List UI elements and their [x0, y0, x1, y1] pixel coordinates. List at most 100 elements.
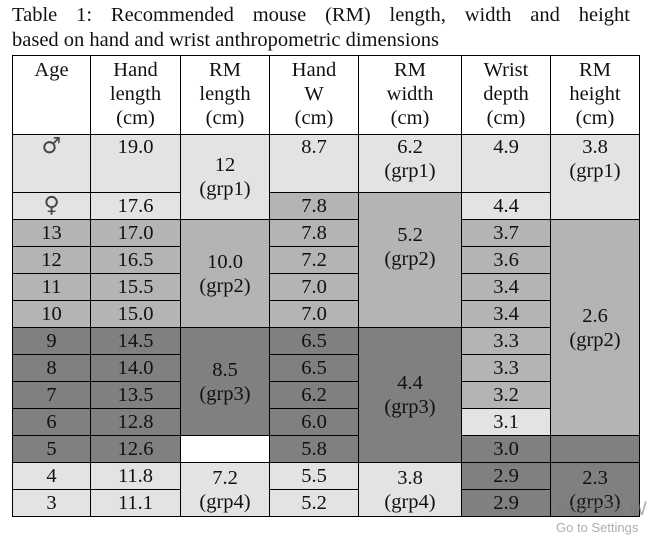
male-symbol-icon: ♂ — [41, 134, 62, 159]
caption-line-2: based on hand and wrist anthropometric d… — [12, 29, 439, 51]
caption-line-1: Table 1: Recommended mouse (RM) length, … — [12, 4, 630, 26]
rm-width-group: (grp4) — [384, 490, 436, 513]
rm-height-group: (grp3) — [569, 490, 621, 513]
wrist-depth-cell: 3.3 — [461, 354, 551, 382]
hand-w-cell: 6.0 — [269, 408, 359, 436]
rm-height-value: 2.3 — [582, 466, 608, 489]
rm-length-grp4-cell: 7.2 (grp4) — [180, 462, 270, 517]
table-row: 4 11.8 7.2 (grp4) 5.5 3.8 (grp4) 2.9 2.3… — [12, 462, 640, 517]
header-wrist-depth: Wrist depth (cm) — [461, 55, 551, 135]
age-cell: 10 — [12, 300, 91, 328]
recommended-mouse-table: Age Hand length (cm) RM length (cm) Hand… — [12, 55, 640, 517]
hand-w-cell: 7.0 — [269, 273, 359, 301]
rm-width-grp3-cell: 4.4 (grp3) — [358, 327, 462, 463]
hand-length-cell: 11.1 — [90, 489, 181, 517]
hand-length-cell: 14.5 — [90, 327, 181, 355]
header-line: Wrist — [483, 59, 529, 81]
header-line: width — [386, 83, 434, 105]
header-line: length — [199, 83, 251, 105]
hand-w-cell: 8.7 — [269, 134, 359, 193]
age-cell: 7 — [12, 381, 91, 409]
table-row: 11 15.5 7.0 3.4 — [12, 273, 640, 301]
rm-width-group: (grp3) — [384, 396, 436, 418]
header-hand-length: Hand length (cm) — [90, 55, 181, 135]
header-line: Hand — [291, 59, 337, 81]
rm-length-group: (grp2) — [199, 274, 251, 297]
header-line: (cm) — [294, 107, 334, 129]
age-cell: 13 — [12, 219, 91, 247]
hand-length-cell: 15.5 — [90, 273, 181, 301]
header-hand-w: Hand W (cm) — [269, 55, 359, 135]
header-line: (cm) — [486, 107, 526, 129]
rm-height-group: (grp2) — [569, 328, 621, 351]
table-row: 13 17.0 10.0 (grp2) 7.8 3.7 2.6 (grp2) — [12, 219, 640, 436]
hand-w-cell: 7.8 — [269, 219, 359, 247]
female-symbol-icon: ♀ — [43, 193, 60, 218]
age-cell: 12 — [12, 246, 91, 274]
wrist-depth-cell: 3.7 — [461, 219, 551, 247]
wrist-depth-cell: 3.1 — [461, 408, 551, 436]
hand-length-cell: 16.5 — [90, 246, 181, 274]
header-line: RM — [209, 59, 241, 81]
header-row: Age Hand length (cm) RM length (cm) Hand… — [12, 55, 640, 135]
hand-w-cell: 6.2 — [269, 381, 359, 409]
rm-length-empty-cell — [180, 435, 270, 463]
rm-height-empty-cell — [550, 435, 640, 463]
rm-width-group: (grp1) — [384, 160, 436, 182]
rm-width-value: 5.2 — [397, 224, 423, 246]
wrist-depth-cell: 4.4 — [461, 192, 551, 220]
wrist-depth-cell: 2.9 — [461, 462, 551, 490]
rm-length-group: (grp4) — [199, 490, 251, 513]
table-row: 5 12.6 5.8 3.0 — [12, 435, 640, 463]
hand-w-cell: 7.0 — [269, 300, 359, 328]
hand-w-cell: 5.8 — [269, 435, 359, 463]
header-line: length — [109, 83, 162, 105]
hand-length-cell: 19.0 — [90, 134, 181, 193]
age-cell: 5 — [12, 435, 91, 463]
hand-w-cell: 6.5 — [269, 354, 359, 382]
rm-width-value: 3.8 — [397, 466, 423, 489]
table-row: ♀ 17.6 7.8 5.2 (grp2) 4.4 — [12, 192, 640, 328]
wrist-depth-cell: 3.0 — [461, 435, 551, 463]
table-row: 10 15.0 7.0 3.4 — [12, 300, 640, 328]
header-line: RM — [394, 59, 426, 81]
rm-width-group: (grp2) — [384, 248, 436, 270]
rm-height-value: 3.8 — [582, 136, 608, 158]
hand-length-cell: 17.6 — [90, 192, 181, 220]
wrist-depth-cell: 4.9 — [461, 134, 551, 193]
hand-length-cell: 13.5 — [90, 381, 181, 409]
wrist-depth-cell: 3.4 — [461, 300, 551, 328]
age-cell: 8 — [12, 354, 91, 382]
rm-length-grp1-cell: 12 (grp1) — [180, 134, 270, 220]
rm-width-grp1-cell: 6.2 (grp1) — [358, 134, 462, 193]
hand-w-cell: 7.8 — [269, 192, 359, 220]
hand-w-cell: 5.5 — [269, 462, 359, 490]
header-line: (cm) — [116, 107, 155, 129]
age-cell: 9 — [12, 327, 91, 355]
rm-height-grp1-cell: 3.8 (grp1) — [550, 134, 640, 220]
hand-length-cell: 12.8 — [90, 408, 181, 436]
header-line: height — [569, 83, 621, 105]
hand-w-cell: 5.2 — [269, 489, 359, 517]
header-line: (cm) — [390, 107, 430, 129]
rm-length-value: 12 — [214, 154, 236, 176]
header-rm-height: RM height (cm) — [550, 55, 640, 135]
hand-length-cell: 15.0 — [90, 300, 181, 328]
table-caption: Table 1: Recommended mouse (RM) length, … — [12, 3, 630, 53]
header-age: Age — [12, 55, 91, 135]
rm-length-value: 8.5 — [212, 358, 238, 381]
header-line: RM — [579, 59, 611, 81]
rm-length-group: (grp3) — [199, 382, 251, 405]
rm-height-value: 2.6 — [582, 304, 608, 327]
wrist-depth-cell: 3.4 — [461, 273, 551, 301]
table-row: 3 11.1 5.2 2.9 — [12, 489, 640, 517]
age-cell: 3 — [12, 489, 91, 517]
hand-length-cell: 12.6 — [90, 435, 181, 463]
table-row: 9 14.5 8.5 (grp3) 6.5 4.4 (grp3) 3.3 — [12, 327, 640, 463]
header-line: (cm) — [205, 107, 245, 129]
hand-length-cell: 14.0 — [90, 354, 181, 382]
table-row: 6 12.8 6.0 3.1 — [12, 408, 640, 436]
rm-width-value: 6.2 — [397, 136, 423, 158]
rm-length-grp2-cell: 10.0 (grp2) — [180, 219, 270, 328]
header-rm-length: RM length (cm) — [180, 55, 270, 135]
